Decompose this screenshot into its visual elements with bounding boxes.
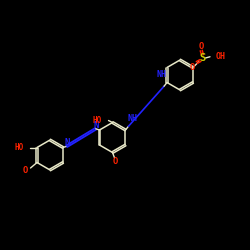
Text: O: O <box>189 62 195 72</box>
Text: O: O <box>112 157 118 166</box>
Text: O: O <box>198 42 204 51</box>
Text: NH: NH <box>128 114 138 123</box>
Text: N: N <box>64 138 70 147</box>
Text: S: S <box>199 53 205 63</box>
Text: O: O <box>22 166 28 175</box>
Text: HO: HO <box>93 116 102 125</box>
Text: NH: NH <box>156 70 166 79</box>
Text: N: N <box>93 121 98 130</box>
Text: OH: OH <box>216 52 226 61</box>
Text: HO: HO <box>14 143 23 152</box>
